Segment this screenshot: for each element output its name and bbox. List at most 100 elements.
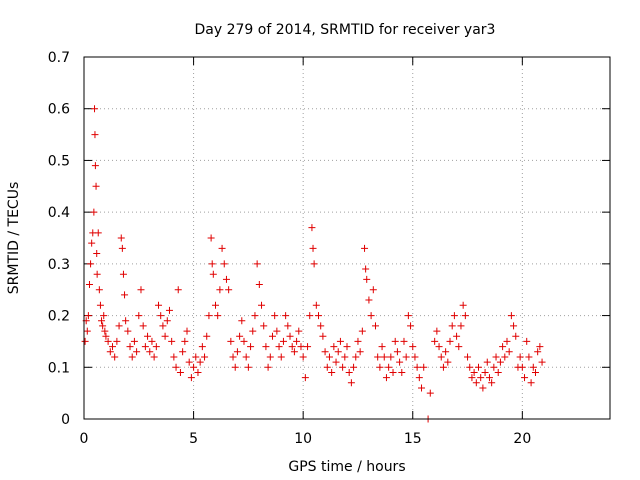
data-point [426, 389, 434, 397]
data-point [492, 353, 500, 361]
data-point [146, 348, 154, 356]
data-point [369, 286, 377, 294]
data-point [238, 317, 246, 325]
data-point [345, 368, 353, 376]
data-point [525, 353, 533, 361]
data-point [108, 343, 116, 351]
data-point [93, 250, 101, 258]
data-point [387, 353, 395, 361]
data-point [363, 275, 371, 283]
x-tick-label: 10 [294, 431, 312, 447]
data-point [304, 343, 312, 351]
data-point [181, 337, 189, 345]
data-point [341, 353, 349, 361]
data-point [172, 363, 180, 371]
data-point [208, 260, 216, 268]
data-point [315, 312, 323, 320]
data-point [159, 322, 167, 330]
y-tick-label: 0.1 [48, 360, 70, 376]
data-point [339, 363, 347, 371]
data-point [299, 353, 307, 361]
data-point [220, 260, 228, 268]
data-point [512, 332, 520, 340]
data-point [91, 105, 99, 113]
data-point [251, 312, 259, 320]
data-point [297, 343, 305, 351]
y-tick-label: 0.2 [48, 309, 70, 325]
data-point [121, 291, 129, 299]
data-point [367, 312, 375, 320]
data-point [218, 244, 226, 252]
data-point [150, 353, 158, 361]
data-point [288, 343, 296, 351]
data-point [503, 337, 511, 345]
data-point [334, 348, 342, 356]
data-point [87, 260, 95, 268]
data-point [310, 260, 318, 268]
y-tick-label: 0 [61, 412, 70, 428]
x-tick-label: 15 [404, 431, 422, 447]
data-point [179, 348, 187, 356]
data-point [258, 301, 266, 309]
data-point [411, 353, 419, 361]
data-point [308, 224, 316, 232]
data-point [536, 343, 544, 351]
data-point [516, 353, 524, 361]
data-point [437, 353, 445, 361]
data-point [141, 343, 149, 351]
data-point [163, 317, 171, 325]
data-point [312, 301, 320, 309]
data-point [194, 368, 202, 376]
data-point [273, 327, 281, 335]
data-point [196, 358, 204, 366]
data-point [203, 332, 211, 340]
x-tick-label: 20 [513, 431, 531, 447]
data-point [488, 379, 496, 387]
data-point [119, 270, 127, 278]
data-point [174, 286, 182, 294]
data-point [240, 337, 248, 345]
data-point [466, 363, 474, 371]
data-point [534, 348, 542, 356]
data-point [358, 327, 366, 335]
data-point [477, 374, 485, 382]
data-point [183, 327, 191, 335]
data-point [209, 270, 217, 278]
axis-tick-labels: 0 0.1 0.2 0.3 0.4 0.5 0.6 0.7 0 5 10 15 20 [48, 50, 532, 447]
data-point [225, 286, 233, 294]
data-point [168, 337, 176, 345]
data-point [286, 332, 294, 340]
data-point [527, 379, 535, 387]
data-point [356, 348, 364, 356]
data-point [91, 131, 99, 139]
data-point [84, 312, 92, 320]
data-point [133, 348, 141, 356]
data-point [371, 322, 379, 330]
axis-ticks [83, 56, 610, 420]
data-point [98, 317, 106, 325]
data-point [455, 343, 463, 351]
data-point [155, 301, 163, 309]
data-point [448, 322, 456, 330]
data-point [404, 312, 412, 320]
data-point [92, 182, 100, 190]
data-point [91, 162, 99, 170]
data-point [431, 337, 439, 345]
data-point [187, 374, 195, 382]
data-point [161, 332, 169, 340]
data-point [531, 368, 539, 376]
data-point [279, 337, 287, 345]
data-point [391, 337, 399, 345]
data-point [485, 374, 493, 382]
data-point [354, 337, 362, 345]
data-point [192, 353, 200, 361]
grid [84, 57, 610, 419]
data-point [481, 368, 489, 376]
data-point [104, 337, 112, 345]
data-point [101, 327, 109, 335]
data-point [393, 348, 401, 356]
data-point [106, 348, 114, 356]
data-point [81, 337, 89, 345]
data-point [264, 363, 272, 371]
data-point [148, 337, 156, 345]
